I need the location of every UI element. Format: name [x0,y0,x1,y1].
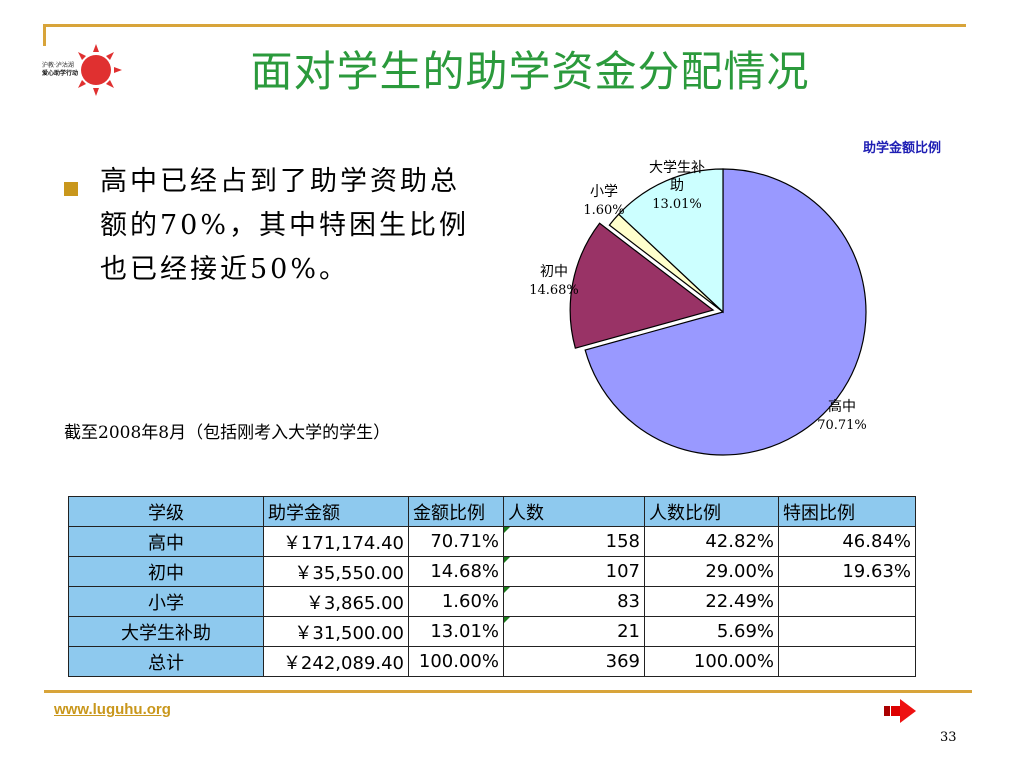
chart-title: 助学金额比例 [863,140,941,156]
table-cell [778,616,916,647]
table-cell: 107 [503,556,645,587]
table-row: 小学 ￥3,865.00 1.60% 83 22.49% [68,586,916,617]
pie-slice-0 [584,168,867,456]
table-cell: 14.68% [408,556,504,587]
table-header-cell: 人数比例 [644,496,779,527]
table-cell: 初中 [68,556,264,587]
table-cell: 小学 [68,586,264,617]
slice-label-3: 大学生补 [649,160,705,176]
date-note: 截至2008年8月（包括刚考入大学的学生） [64,423,391,443]
slice-pct-label-1: 14.68% [529,283,579,298]
table-row: 高中 ￥171,174.40 70.71% 158 42.82% 46.84% [68,526,916,557]
table-cell [778,646,916,677]
table-cell: 总计 [68,646,264,677]
pie-slice-1 [569,222,715,349]
table-cell: ￥31,500.00 [263,616,409,647]
bottom-rule [44,690,972,693]
next-arrow-icon[interactable] [882,698,918,724]
table-cell: 1.60% [408,586,504,617]
slide-title: 面对学生的助学资金分配情况 [250,47,810,96]
bullet-text: 高中已经占到了助学资助总额的70%，其中特困生比例也已经接近50%。 [100,166,470,285]
allocation-table: 学级 助学金额 金额比例 人数 人数比例 特困比例 高中 ￥171,174.40 70.71% 1… [68,496,916,677]
table-cell: 5.69% [644,616,779,647]
table-cell [778,586,916,617]
page-number: 33 [940,730,957,745]
slice-pct-label-3: 13.01% [652,197,702,212]
table-row: 大学生补助 ￥31,500.00 13.01% 21 5.69% [68,616,916,647]
table-cell: 大学生补助 [68,616,264,647]
slice-label-0: 高中 [828,398,856,415]
table-cell: 19.63% [778,556,916,587]
pie-chart: 助学金额比例 高中 70.71% 初中 14.68% 小学 1.60% 大学生补助 13.01… [529,140,941,456]
table-header-row: 学级 助学金额 金额比例 人数 人数比例 特困比例 [68,496,916,527]
slice-label-1: 初中 [540,263,568,280]
logo-text-1: 沪教·泸沽湖 [42,61,74,69]
table-header-cell: 特困比例 [778,496,916,527]
table-cell: ￥3,865.00 [263,586,409,617]
table-header-cell: 学级 [68,496,264,527]
top-corner-rule [43,24,46,46]
table-cell: 369 [503,646,645,677]
table-cell: 83 [503,586,645,617]
table-cell: ￥171,174.40 [263,526,409,557]
table-cell: 29.00% [644,556,779,587]
table-header-cell: 助学金额 [263,496,409,527]
table-cell: 42.82% [644,526,779,557]
table-cell: 70.71% [408,526,504,557]
table-cell: 21 [503,616,645,647]
table-cell: 13.01% [408,616,504,647]
logo-text-2: 爱心助学行动 [42,69,78,77]
table-cell: 100.00% [408,646,504,677]
slice-pct-label-2: 1.60% [583,203,624,218]
table-cell: ￥35,550.00 [263,556,409,587]
pie-slice-3 [617,168,724,314]
table-header-cell: 金额比例 [408,496,504,527]
table-cell: ￥242,089.40 [263,646,409,677]
table-header-cell: 人数 [503,496,645,527]
table-cell: 100.00% [644,646,779,677]
slice-label-3: 助 [670,178,684,194]
table-row: 初中 ￥35,550.00 14.68% 107 29.00% 19.63% [68,556,916,587]
table-cell: 高中 [68,526,264,557]
table-cell: 22.49% [644,586,779,617]
slice-pct-label-0: 70.71% [817,418,867,433]
table-cell: 46.84% [778,526,916,557]
table-row: 总计 ￥242,089.40 100.00% 369 100.00% [68,646,916,677]
table-cell: 158 [503,526,645,557]
bullet-square-icon [64,182,78,196]
footer-url-link[interactable]: www.luguhu.org [54,701,171,718]
top-rule [44,24,966,27]
sun-logo-icon: 沪教·泸沽湖 爱心助学行动 [42,44,122,96]
slice-label-2: 小学 [590,184,618,200]
